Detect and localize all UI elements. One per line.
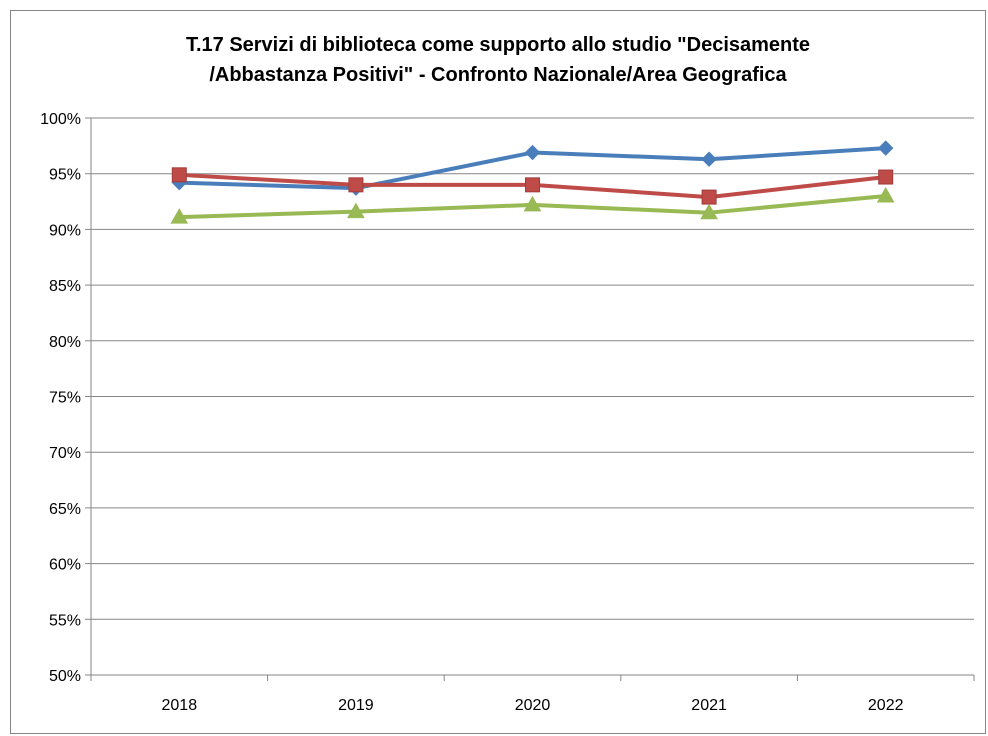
y-tick-label: 80% — [49, 334, 81, 351]
y-tick-label: 85% — [49, 278, 81, 295]
series-1-point — [524, 144, 541, 161]
chart-title-line-1: T.17 Servizi di biblioteca come supporto… — [185, 34, 811, 56]
gridlines — [91, 117, 974, 620]
series-3-point — [876, 186, 895, 203]
y-tick-label: 70% — [49, 445, 81, 462]
chart-title-line-2: /Abbastanza Positivi" - Confronto Nazion… — [209, 64, 787, 86]
x-tick-label: 2018 — [162, 697, 198, 714]
y-tick-label: 95% — [49, 167, 81, 184]
y-tick-label: 55% — [49, 612, 81, 629]
y-tick-label: 60% — [49, 557, 81, 574]
series-3-point — [523, 195, 542, 212]
series-3-point — [170, 208, 189, 224]
series-1-point — [877, 140, 894, 156]
series-2-point — [171, 167, 187, 183]
series-2-point — [878, 169, 894, 185]
series-markers — [170, 140, 895, 224]
y-tick-label: 65% — [49, 501, 81, 518]
x-tick-label: 2020 — [515, 697, 551, 714]
series-2-point — [525, 177, 540, 193]
x-tick-label: 2019 — [338, 697, 374, 714]
chart-title: T.17 Servizi di biblioteca come supporto… — [10, 30, 986, 90]
y-tick-label: 100% — [40, 111, 81, 128]
x-tick-label: 2022 — [868, 697, 904, 714]
chart-frame — [10, 10, 986, 734]
y-tick-label: 75% — [49, 390, 81, 407]
y-tick-label: 90% — [49, 222, 81, 239]
series-2-point — [348, 177, 364, 193]
series-3-point — [700, 203, 718, 220]
y-tick-label: 50% — [49, 668, 81, 685]
x-tick-label: 2021 — [691, 697, 727, 714]
axes — [85, 117, 975, 681]
series-2-point — [701, 189, 717, 205]
y-tick-labels: 50% 55% 60% 65% 70% 75% 80% 85% 90% 95% 100% — [40, 111, 81, 685]
series-3-point — [347, 202, 365, 219]
series-1-point — [701, 151, 717, 167]
x-tick-labels: 2018 2019 2020 2021 2022 — [162, 697, 904, 714]
